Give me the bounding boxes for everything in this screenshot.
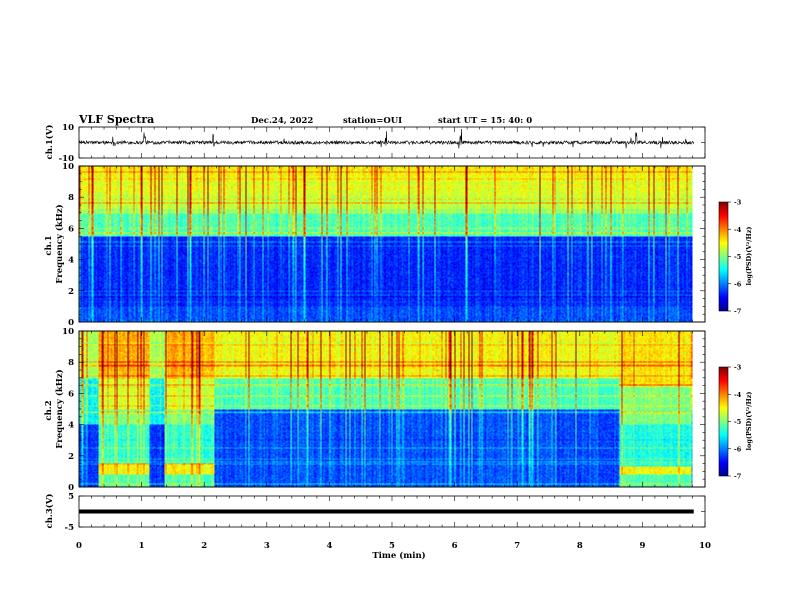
ch3-ytick-bottom: -5 <box>65 523 75 533</box>
ch2-spectrogram-ytick-label: 4 <box>68 421 74 431</box>
ch2-colorbar-ticks: -3 -4 -5 -6 -7 <box>728 364 742 481</box>
ch2-colorbar-tick-label: -4 <box>734 391 742 399</box>
x-axis-tick-label: 3 <box>264 541 270 551</box>
ch1-colorbar-tick-label: -3 <box>734 199 742 207</box>
ch1-spectrogram-image <box>79 166 693 322</box>
ch3-waveform-trace <box>79 509 694 514</box>
ch2-spectrogram-tick-marks <box>78 330 706 488</box>
x-axis-tick-label: 0 <box>76 541 82 551</box>
ch2-spectrogram-ytick-labels: 0 2 4 6 8 10 <box>62 327 74 493</box>
x-axis-tick-label: 1 <box>139 541 145 551</box>
ch1-spectrogram-ylabel: ch.1 Frequency (kHz) <box>44 204 65 283</box>
ch2-spectrogram-ylabel-freq: Frequency (kHz) <box>54 369 65 448</box>
x-axis-label: Time (min) <box>372 550 425 561</box>
ch1-waveform-trace <box>78 129 695 149</box>
ch1-spectrogram-ytick-labels: 0 2 4 6 8 10 <box>62 162 74 328</box>
ch1-tick-marks <box>78 126 706 159</box>
x-axis-tick-label: 10 <box>699 541 711 551</box>
ch2-spectrogram-image <box>79 331 693 487</box>
ch1-colorbar-ticks: -3 -4 -5 -6 -7 <box>728 199 742 316</box>
ch3-ytick-top: 5 <box>68 492 74 502</box>
x-axis-tick-label: 6 <box>452 541 458 551</box>
x-axis-tick-label: 7 <box>514 541 520 551</box>
ch1-ylabel: ch.1(V) <box>44 125 55 160</box>
ch1-spectrogram-ylabel-freq: Frequency (kHz) <box>54 204 65 283</box>
date-label: Dec.24, 2022 <box>251 116 313 126</box>
start-time-label: start UT = 15: 40: 0 <box>438 116 532 126</box>
ch1-colorbar <box>718 201 729 312</box>
ch2-colorbar-tick-label: -7 <box>734 473 741 481</box>
ch2-colorbar-tick-label: -3 <box>734 364 742 372</box>
station-label: station=OUI <box>343 116 402 126</box>
ch2-spectrogram-ytick-label: 2 <box>68 452 74 462</box>
ch2-colorbar-label: log(PSD)(V²/Hz) <box>745 392 753 451</box>
x-axis-tick-labels: 0 1 2 3 4 5 6 7 8 9 10 <box>76 541 711 551</box>
ch1-colorbar-tick-label: -5 <box>734 253 742 261</box>
ch1-spectrogram-tick-marks <box>78 165 706 323</box>
ch1-spectrogram-ylabel-channel: ch.1 <box>44 235 54 255</box>
ch1-colorbar-label: log(PSD)(V²/Hz) <box>745 227 753 286</box>
ch1-spectrogram-ytick-label: 2 <box>68 287 74 297</box>
ch2-colorbar-tick-label: -5 <box>734 418 742 426</box>
ch3-waveform-panel: 5 -5 ch.3(V) <box>44 492 706 533</box>
ch1-ytick-bottom: -10 <box>59 154 74 164</box>
x-axis-tick-label: 4 <box>326 541 332 551</box>
ch2-colorbar-tick-label: -6 <box>734 445 742 453</box>
x-axis-tick-label: 2 <box>201 541 207 551</box>
ch1-spectrogram-ytick-label: 6 <box>68 224 74 234</box>
ch1-spectrogram-ytick-label: 8 <box>68 193 74 203</box>
ch1-spectrogram-ytick-label: 4 <box>68 256 74 266</box>
ch1-ytick-top: 10 <box>62 123 74 133</box>
figure-title: VLF Spectra <box>78 113 154 126</box>
ch2-spectrogram-ytick-label: 0 <box>68 483 74 493</box>
ch2-spectrogram-ytick-label: 10 <box>62 327 74 337</box>
ch1-waveform-panel: 10 -10 ch.1(V) <box>44 123 706 164</box>
ch2-spectrogram-ytick-label: 8 <box>68 358 74 368</box>
ch3-ylabel: ch.3(V) <box>44 494 55 529</box>
ch2-spectrogram-ytick-label: 6 <box>68 389 74 399</box>
ch2-spectrogram-ylabel: ch.2 Frequency (kHz) <box>44 369 65 448</box>
ch1-spectrogram-ytick-label: 10 <box>62 162 74 172</box>
ch1-colorbar-tick-label: -6 <box>734 280 742 288</box>
ch1-colorbar-tick-label: -4 <box>734 226 742 234</box>
ch1-spectrogram-ytick-label: 0 <box>68 318 74 328</box>
x-axis-tick-label: 5 <box>389 541 395 551</box>
x-axis-tick-label: 8 <box>577 541 583 551</box>
ch2-colorbar <box>718 366 729 477</box>
x-axis-tick-label: 9 <box>639 541 645 551</box>
ch3-tick-marks <box>78 495 706 528</box>
ch1-colorbar-tick-label: -7 <box>734 308 741 316</box>
ch2-spectrogram-ylabel-channel: ch.2 <box>44 400 54 420</box>
